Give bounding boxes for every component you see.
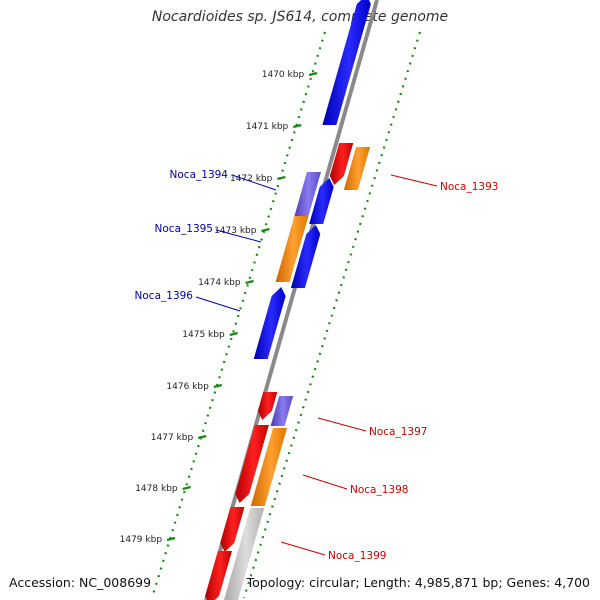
- callout-leader: [231, 174, 277, 191]
- gene-feature-purple[interactable]: [293, 172, 321, 220]
- gene-feature-orange[interactable]: [250, 428, 288, 506]
- tick-mark: [277, 175, 286, 181]
- tick-mark: [182, 485, 191, 491]
- gene-feature-blue[interactable]: [290, 225, 321, 288]
- tick-label: 1479 kbp: [120, 535, 163, 545]
- gene-feature-red[interactable]: [329, 143, 354, 185]
- tick-label: 1476 kbp: [166, 382, 209, 392]
- tick-label: 1470 kbp: [262, 70, 305, 80]
- gene-feature-blue[interactable]: [309, 178, 334, 224]
- gene-feature-orange[interactable]: [343, 147, 371, 190]
- gene-features: [205, 0, 371, 600]
- tick-label: 1472 kbp: [230, 174, 273, 184]
- gene-feature-orange[interactable]: [275, 216, 309, 282]
- right-dotted-ring: [242, 31, 422, 599]
- gene-label-noca-1398[interactable]: Noca_1398: [350, 484, 408, 496]
- gene-label-noca-1395[interactable]: Noca_1395: [155, 223, 213, 235]
- gene-feature-red[interactable]: [257, 392, 278, 420]
- tick-mark: [166, 536, 176, 542]
- tick-mark: [197, 434, 207, 440]
- gene-label-noca-1393[interactable]: Noca_1393: [440, 181, 498, 193]
- tick-mark: [292, 123, 302, 129]
- gene-label-noca-1396[interactable]: Noca_1396: [135, 290, 194, 302]
- gene-feature-purple[interactable]: [270, 396, 294, 426]
- tick-label: 1474 kbp: [198, 278, 241, 288]
- tick-mark: [261, 227, 270, 233]
- callout-leader: [390, 174, 438, 187]
- tick-label: 1475 kbp: [182, 330, 225, 340]
- tick-mark: [229, 331, 238, 337]
- gene-feature-gray[interactable]: [224, 508, 265, 600]
- gene-feature-red[interactable]: [220, 507, 245, 552]
- callout-leader: [317, 417, 367, 432]
- topology-text: Topology: circular; Length: 4,985,871 bp…: [246, 575, 590, 590]
- gene-label-noca-1399[interactable]: Noca_1399: [328, 550, 386, 562]
- tick-marks: 1470 kbp 1471 kbp 1472 kbp 1473 kbp 1474 kbp…: [120, 70, 318, 545]
- gene-label-noca-1394[interactable]: Noca_1394: [170, 169, 229, 181]
- gene-feature-red[interactable]: [235, 425, 269, 503]
- tick-label: 1478 kbp: [135, 484, 178, 494]
- callout-leader: [280, 541, 326, 556]
- tick-label: 1471 kbp: [246, 122, 289, 132]
- gene-feature-blue[interactable]: [253, 287, 286, 359]
- accession-text: Accession: NC_008699: [9, 575, 152, 590]
- tick-mark: [308, 71, 318, 77]
- callout-leader: [215, 229, 262, 243]
- gene-feature-red[interactable]: [205, 551, 232, 600]
- gene-callouts: Noca_1394 Noca_1395 Noca_1396 Noca_1393 Noca…: [135, 169, 499, 562]
- gene-label-noca-1397[interactable]: Noca_1397: [369, 426, 427, 438]
- tick-mark: [213, 383, 223, 389]
- gene-feature-blue[interactable]: [322, 0, 371, 125]
- callout-leader: [302, 474, 348, 490]
- tick-label: 1473 kbp: [214, 226, 257, 236]
- genome-backbone: [204, 0, 379, 600]
- tick-label: 1477 kbp: [151, 433, 194, 443]
- callout-leader: [195, 296, 241, 312]
- tick-mark: [245, 279, 254, 285]
